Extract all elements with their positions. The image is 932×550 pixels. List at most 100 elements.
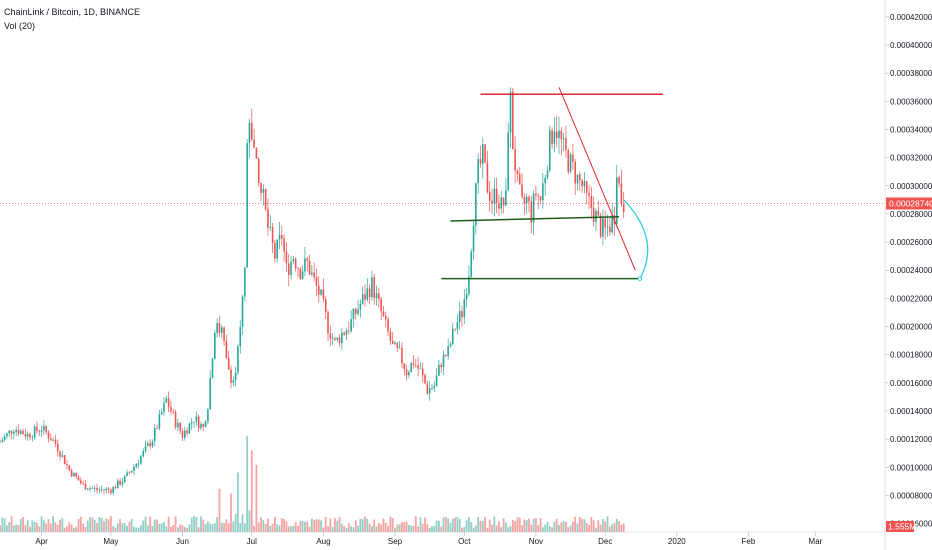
volume-bar [320, 520, 322, 532]
candle-body [544, 177, 546, 184]
drawing-annotations[interactable] [441, 87, 663, 281]
candle-body [19, 430, 22, 434]
volume-bar [380, 524, 383, 532]
volume-bar [491, 524, 493, 532]
candle-body [153, 428, 156, 442]
volume-bar [509, 526, 512, 532]
candle-body [294, 259, 297, 269]
candle-body [553, 131, 556, 144]
candle-body [299, 268, 302, 279]
volume-bar [574, 516, 577, 532]
candle-body [615, 177, 618, 225]
candle-body [375, 293, 378, 299]
candle-body [505, 189, 507, 206]
volume-bar [465, 520, 468, 532]
volume-bar [343, 525, 346, 532]
volume-bar [61, 518, 64, 532]
volume-bar [602, 519, 604, 532]
price-tick-label: 0.00040000 [890, 41, 932, 50]
candle-body [278, 234, 281, 240]
candle-body [100, 489, 103, 491]
price-axis[interactable]: 0.00042000 0.00040000 0.00038000 0.00036000… [885, 13, 932, 529]
candle-body [324, 299, 327, 313]
volume-bar [84, 527, 87, 532]
candle-body [521, 184, 523, 198]
volume-bar [267, 518, 269, 532]
projection-arc[interactable] [623, 199, 649, 279]
candle-body [144, 445, 147, 452]
candle-body [33, 426, 36, 438]
volume-bar [468, 517, 470, 532]
volume-bar [435, 520, 438, 532]
candle-body [253, 139, 255, 148]
volume-bar [269, 525, 272, 532]
volume-bar [504, 522, 507, 532]
candle-body [327, 312, 329, 334]
volume-bar [502, 518, 505, 532]
candle-body [384, 315, 387, 320]
candle-body [306, 258, 309, 261]
candle-body [40, 430, 43, 432]
volume-bar [495, 525, 498, 532]
volume-bar [49, 523, 52, 532]
candle-body [117, 480, 119, 489]
volume-bar [278, 525, 281, 532]
time-axis[interactable]: Apr May Jun Jul Aug Sep Oct Nov Dec 2020 Feb Mar [35, 532, 823, 546]
volume-bar [615, 518, 618, 532]
volume-bar [394, 527, 396, 532]
volume-indicator-label[interactable]: Vol (20) [4, 21, 36, 31]
volume-bar [396, 524, 399, 532]
support-line[interactable] [450, 215, 620, 222]
volume-bar [216, 517, 219, 532]
volume-bar [613, 522, 616, 532]
volume-bar [283, 518, 286, 532]
candle-body [38, 430, 41, 432]
candle-body [126, 472, 128, 476]
candle-body [590, 196, 593, 208]
volume-bar [329, 518, 332, 532]
volume-bar [3, 518, 6, 532]
candle-body [255, 147, 258, 159]
volume-bar [250, 450, 253, 532]
volume-bar [354, 520, 357, 532]
volume-bar [239, 523, 242, 532]
candle-body [405, 369, 408, 376]
price-tick-label: 0.00008000 [890, 491, 932, 500]
volume-bar [470, 521, 473, 532]
volume-bar [174, 516, 177, 532]
candle-body [592, 207, 595, 222]
trendline-line[interactable] [558, 87, 636, 271]
candle-body [186, 430, 188, 434]
candle-body [382, 311, 385, 316]
volume-bar [276, 524, 279, 532]
volume-bar [193, 516, 195, 532]
volume-bar [521, 525, 523, 532]
candle-body [165, 398, 168, 403]
candle-body [525, 196, 528, 204]
volume-bar [555, 518, 558, 532]
candle-body [130, 470, 133, 473]
volume-bar [595, 527, 597, 532]
candle-body [516, 170, 519, 175]
volume-bar [481, 521, 484, 532]
candle-body [622, 204, 625, 212]
volume-bar [86, 520, 89, 532]
volume-bar [45, 523, 48, 532]
candle-body [68, 465, 71, 471]
candle-body [338, 337, 341, 344]
candle-body [588, 192, 590, 197]
chart-title: ChainLink / Bitcoin, 1D, BINANCE [4, 7, 141, 17]
time-tick-label: Sep [388, 537, 403, 546]
volume-bar [401, 522, 403, 532]
candle-body [599, 215, 602, 237]
volume-bar [352, 527, 355, 532]
volume-bar [22, 516, 24, 532]
volume-bar [597, 520, 600, 532]
volume-bar [10, 516, 13, 532]
projection-handle[interactable] [637, 276, 643, 281]
candle-body [244, 267, 246, 297]
candle-body [518, 174, 521, 185]
volume-bar [75, 526, 78, 532]
candle-body [484, 144, 486, 163]
